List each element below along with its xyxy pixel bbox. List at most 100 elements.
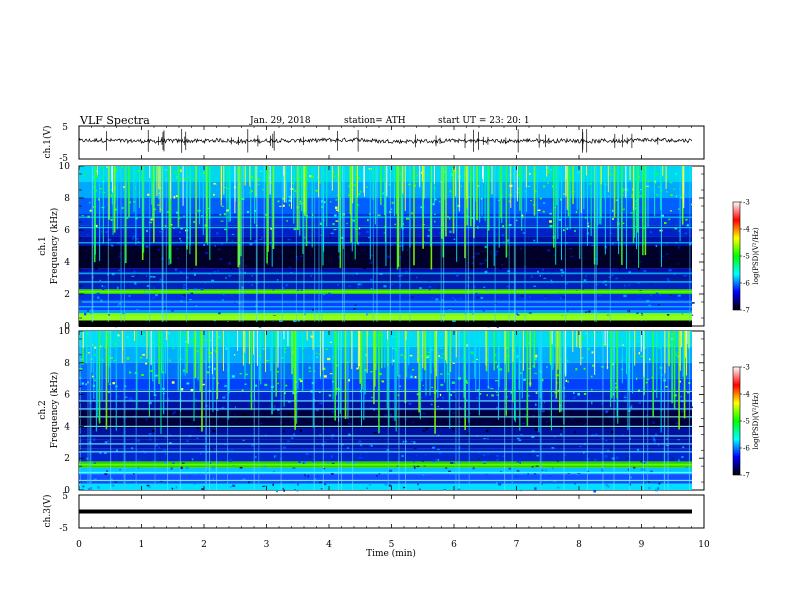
spectrogram-speckle: [336, 194, 338, 196]
spectrogram-speckle: [220, 220, 224, 222]
spectrogram-speckle: [213, 182, 216, 185]
spectrogram-speckle: [232, 484, 236, 487]
spectrogram-speckle: [690, 241, 692, 243]
spectrogram-sferic: [283, 166, 285, 176]
spectrogram-sferic: [425, 331, 427, 396]
spectrogram-sferic: [322, 166, 324, 266]
spectrogram-speckle: [333, 229, 337, 231]
spectrogram-speckle: [361, 282, 363, 286]
spectrogram-speckle: [396, 465, 400, 467]
spectrogram-speckle: [244, 383, 247, 386]
spectrogram-sferic: [621, 166, 623, 265]
spectrogram-speckle: [279, 304, 282, 307]
spectrogram-speckle: [200, 288, 204, 291]
spectrogram-speckle: [110, 218, 113, 221]
spectrogram-speckle: [483, 438, 487, 440]
spectrogram-sferic: [683, 166, 685, 208]
spectrogram-sferic: [187, 331, 189, 344]
spectrogram-speckle: [439, 393, 442, 397]
spectrogram-line: [79, 425, 692, 427]
spectrogram-speckle: [363, 249, 366, 251]
spectrogram-speckle: [604, 425, 607, 429]
spectrogram-speckle: [583, 279, 587, 282]
spectrogram-speckle: [390, 244, 393, 246]
spectrogram-sferic: [557, 331, 559, 370]
spectrogram-speckle: [655, 244, 658, 248]
spectrogram-speckle: [307, 475, 310, 478]
spectrogram-sferic: [376, 166, 378, 326]
spectrogram-speckle: [465, 379, 468, 383]
spectrogram-speckle: [276, 279, 279, 281]
spectrogram-speckle: [382, 381, 384, 383]
spectrogram-sferic: [303, 166, 305, 213]
time-axis-label: Time (min): [366, 548, 416, 559]
spectrogram-sferic: [275, 331, 277, 397]
spectrogram-speckle: [157, 248, 160, 251]
spectrogram-speckle: [541, 410, 545, 413]
spectrogram-speckle: [648, 486, 651, 490]
spectrogram-speckle: [161, 371, 165, 374]
spectrogram-speckle: [452, 320, 456, 323]
spectrogram-speckle: [271, 442, 275, 444]
spectrogram-speckle: [477, 457, 481, 460]
time-axis-ticks: 0 1 2 3 4 5 6 7 8 9 10: [76, 126, 710, 550]
spectrogram-sferic: [660, 166, 662, 268]
spectrogram-sferic: [626, 331, 628, 375]
spectrogram-speckle: [353, 307, 356, 310]
spectrogram-sferic: [135, 331, 137, 490]
spectrogram-speckle: [136, 449, 138, 451]
spectrogram-speckle: [411, 175, 415, 177]
spectrogram-speckle: [337, 283, 340, 286]
spectrogram-sferic: [604, 166, 606, 199]
spectrogram-speckle: [666, 314, 670, 317]
spectrogram-speckle: [164, 306, 166, 310]
spectrogram-speckle: [85, 249, 87, 251]
spectrogram-speckle: [500, 289, 502, 291]
spectrogram-sferic: [556, 166, 558, 205]
spectrogram-speckle: [106, 166, 108, 168]
x-tick-label: 2: [201, 540, 207, 550]
spectrogram-sferic: [456, 166, 458, 262]
spectrogram-speckle: [145, 418, 148, 421]
spectrogram-sferic: [237, 166, 240, 268]
spectrogram-speckle: [169, 411, 173, 414]
spectrogram-sferic: [552, 331, 554, 368]
spectrogram-speckle: [272, 289, 275, 291]
spectrogram-speckle: [460, 185, 463, 187]
spectrogram-speckle: [221, 299, 224, 301]
spectrogram-sferic: [197, 331, 199, 381]
spectrogram-speckle: [458, 298, 461, 300]
spectrogram-sferic: [94, 166, 96, 255]
spectrogram-speckle: [400, 354, 404, 356]
spectrogram-speckle: [551, 234, 554, 237]
spectrogram-speckle: [685, 466, 689, 469]
spectrogram-speckle: [348, 285, 352, 287]
spectrogram-speckle: [228, 274, 232, 277]
spectrogram-speckle: [201, 177, 204, 180]
spectrogram-speckle: [113, 359, 116, 362]
x-tick-label: 1: [139, 540, 145, 550]
spectrogram-speckle: [164, 436, 167, 438]
spectrogram-speckle: [677, 208, 680, 210]
spectrogram-speckle: [211, 279, 215, 282]
spectrogram-sferic: [148, 331, 150, 417]
spectrogram-speckle: [502, 455, 505, 458]
spectrogram-speckle: [201, 488, 204, 490]
spectrogram-speckle: [169, 359, 171, 362]
spectrogram-speckle: [213, 193, 215, 196]
spectrogram-speckle: [475, 397, 479, 399]
colorbar-tick-label: -7: [743, 472, 750, 480]
spectrogram-speckle: [534, 354, 538, 358]
spectrogram-sferic: [123, 166, 125, 326]
spectrogram-sferic: [422, 166, 424, 249]
spectrogram-sferic: [111, 166, 113, 182]
spectrogram-sferic: [473, 166, 475, 326]
spectrogram-speckle: [80, 362, 83, 365]
spectrogram-speckle: [441, 299, 444, 301]
spectrogram-sferic: [644, 166, 646, 242]
spectrogram-speckle: [434, 444, 437, 447]
spectrogram-speckle: [231, 233, 235, 236]
spectrogram-speckle: [262, 485, 265, 487]
spectrogram-sferic: [643, 331, 645, 490]
